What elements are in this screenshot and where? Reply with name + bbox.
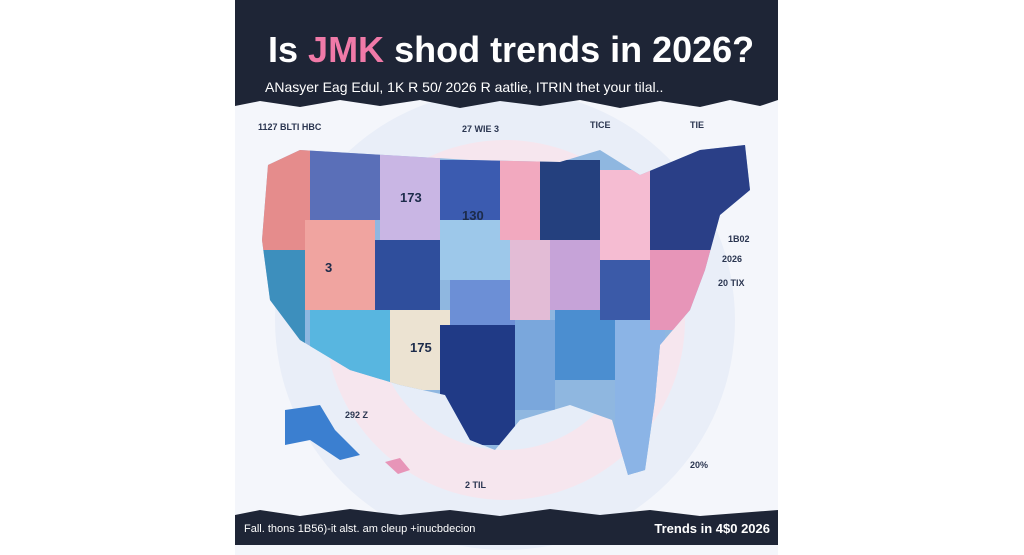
hawaii [385,458,410,474]
footer-right: Trends in 4$0 2026 [654,521,770,536]
subtitle: ANasyer Eag Edul, 1K R 50/ 2026 R aatlie… [265,79,663,95]
map-label: 27 WIE 3 [462,124,499,134]
footer-band [235,509,778,545]
footer-left: Fall. thons 1B56)-it alst. am cleup +inu… [244,523,475,535]
map-label: TICE [590,120,611,130]
map-number: 130 [462,208,484,223]
map-label: 2026 [722,254,742,264]
title-part: Is [268,29,298,70]
map-label: 292 Z [345,410,369,420]
alaska [285,405,360,460]
map-number: 173 [400,190,422,205]
map-label: 1B02 [728,234,750,244]
map-number: 3 [325,260,332,275]
map-label: 1127 BLTI HBC [258,122,322,132]
map-number: 175 [410,340,432,355]
title-part: JMK [308,29,384,70]
title-part: shod trends in 2026? [394,29,754,70]
header-band [235,0,778,108]
map-label: 2 TIL [465,480,487,490]
map-label: TIE [690,120,704,130]
title: Is JMK shod trends in 2026? [268,29,754,70]
map-label: 20 TIX [718,278,745,288]
map-label: 20% [690,460,708,470]
